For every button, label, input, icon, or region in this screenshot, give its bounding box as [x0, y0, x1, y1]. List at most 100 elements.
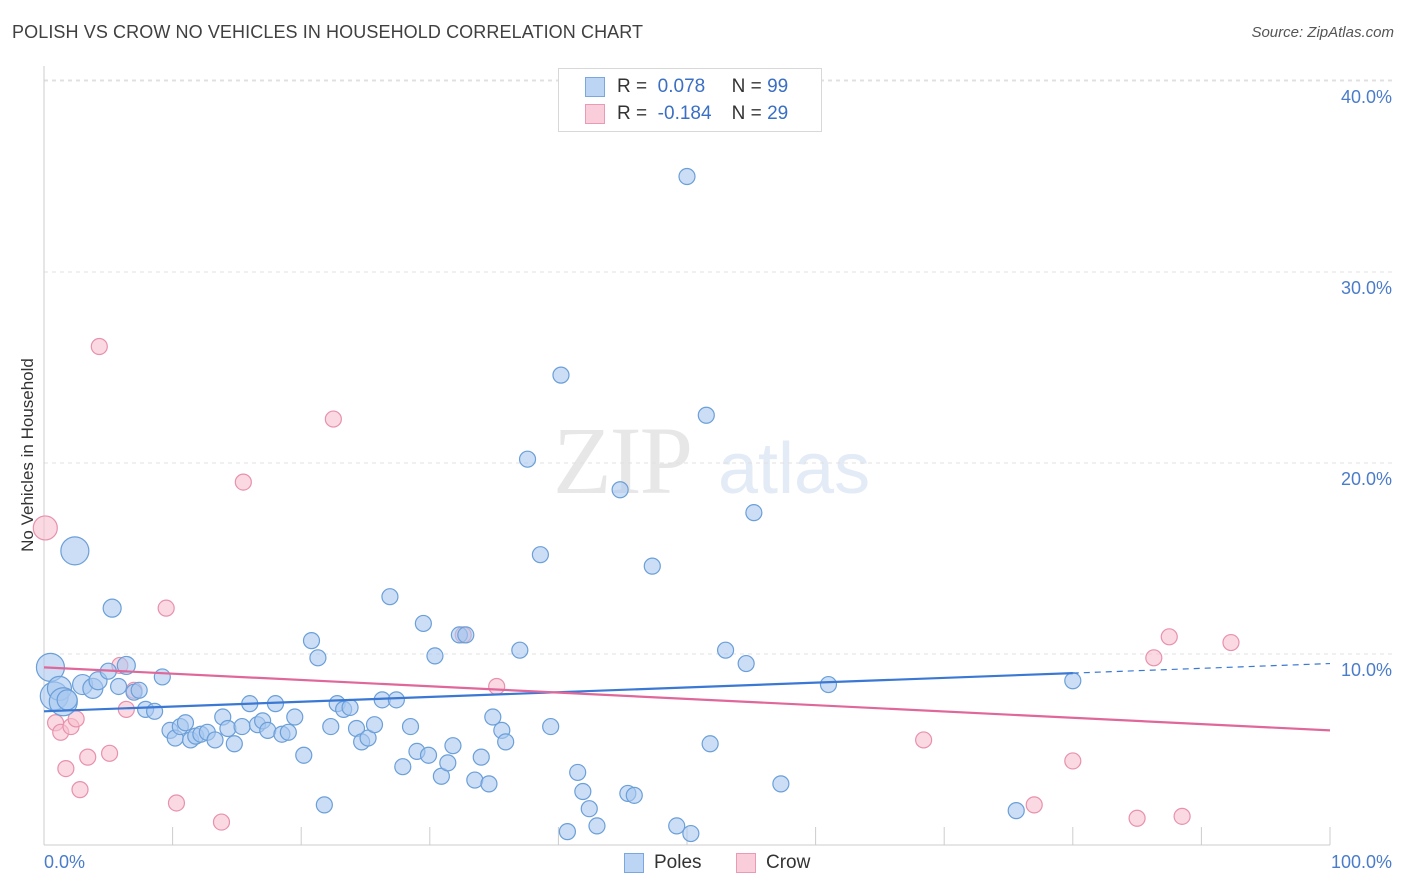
crow-legend-swatch	[736, 853, 756, 873]
poles-point	[737, 654, 755, 673]
y-tick-label-30: 30.0%	[1340, 278, 1392, 298]
legend-r-value-poles: 0.078	[657, 76, 706, 97]
crow-point	[157, 599, 175, 617]
crow-point	[167, 794, 186, 812]
bottom-legend-crow: Crow	[736, 852, 810, 874]
legend-r-label: R =	[617, 103, 648, 124]
poles-point	[322, 717, 340, 736]
poles-point	[511, 641, 529, 659]
crow-point	[324, 410, 342, 428]
crow-point	[212, 813, 231, 831]
poles-point	[315, 796, 333, 814]
poles-point	[286, 708, 304, 726]
y-axis-label: No Vehicles in Household	[18, 358, 37, 552]
crow-point	[79, 748, 97, 766]
legend: R = 0.078 N = 99 R = -0.184 N = 29	[558, 68, 822, 132]
chart-title: POLISH VS CROW NO VEHICLES IN HOUSEHOLD …	[12, 22, 644, 42]
poles-point	[542, 717, 560, 736]
poles-legend-swatch	[624, 853, 644, 873]
poles-point	[668, 817, 686, 835]
poles-point	[611, 481, 629, 499]
crow-point	[1222, 633, 1240, 652]
crow-point	[90, 337, 108, 356]
poles-point	[206, 731, 224, 749]
poles-point	[531, 546, 549, 564]
poles-point	[558, 823, 577, 841]
crow-point	[1173, 807, 1191, 825]
x-tick-label-0: 0.0%	[44, 852, 86, 872]
poles-point	[130, 681, 148, 699]
poles-point	[484, 708, 502, 726]
poles-point	[745, 504, 763, 522]
poles-point	[102, 598, 122, 618]
poles-point	[145, 702, 164, 720]
poles-point	[697, 406, 715, 424]
poles-point	[279, 723, 297, 741]
legend-n-label: N =	[731, 103, 762, 124]
poles-point	[394, 758, 412, 776]
y-tick-label-10: 10.0%	[1340, 660, 1392, 680]
poles-point	[643, 557, 661, 575]
poles-point	[716, 641, 735, 659]
poles-point	[678, 167, 696, 186]
poles-point	[259, 721, 277, 740]
crow-point	[100, 744, 119, 762]
poles-point	[116, 655, 136, 676]
crow-point	[57, 759, 75, 778]
poles-point	[60, 536, 90, 566]
crow-point	[32, 515, 58, 541]
crow-point	[1128, 809, 1146, 827]
crow-swatch	[585, 104, 605, 124]
poles-point	[414, 614, 432, 633]
poles-point	[552, 366, 570, 384]
poles-swatch	[585, 77, 605, 97]
watermark-atlas: atlas	[718, 429, 871, 509]
legend-n-label: N =	[731, 76, 762, 97]
poles-point	[401, 717, 420, 736]
poles-point	[153, 668, 171, 686]
poles-point	[472, 748, 490, 766]
poles-point	[309, 649, 327, 667]
poles-point	[387, 691, 405, 709]
y-tick-label-40: 40.0%	[1340, 87, 1392, 107]
legend-r-label: R =	[617, 76, 648, 97]
poles-point	[176, 714, 195, 732]
poles-legend-label: Poles	[654, 852, 702, 873]
crow-point	[488, 677, 506, 696]
poles-point	[295, 746, 313, 764]
crow-trend-line	[43, 666, 1331, 732]
crow-point	[1160, 628, 1178, 646]
legend-r-value-crow: -0.184	[657, 103, 712, 124]
poles-point	[109, 677, 128, 696]
poles-point	[574, 782, 592, 801]
poles-point	[682, 824, 700, 843]
poles-point	[518, 450, 537, 468]
crow-point	[71, 781, 89, 799]
poles-point	[302, 632, 321, 650]
source-label: Source: ZipAtlas.com	[1251, 24, 1394, 41]
poles-point	[457, 626, 475, 644]
poles-point	[233, 717, 251, 736]
crow-point	[1145, 649, 1163, 667]
legend-n-value-poles: 99	[767, 76, 789, 97]
legend-row-poles: R = 0.078 N = 99	[585, 75, 788, 99]
poles-point	[439, 754, 457, 772]
y-tick-label-20: 20.0%	[1340, 469, 1392, 489]
poles-point	[225, 735, 243, 753]
poles-point	[588, 817, 606, 835]
legend-row-crow: R = -0.184 N = 29	[585, 102, 788, 126]
poles-point	[819, 675, 838, 694]
poles-point	[341, 698, 359, 717]
poles-trend-extension	[1072, 662, 1331, 674]
x-tick-label-100: 100.0%	[1330, 852, 1392, 872]
poles-point	[466, 771, 484, 789]
poles-point	[444, 737, 462, 755]
crow-point	[1064, 752, 1082, 770]
crow-legend-label: Crow	[766, 852, 811, 873]
poles-point	[480, 775, 498, 793]
poles-point	[381, 588, 399, 606]
bottom-legend-poles: Poles	[624, 852, 702, 874]
crow-point	[915, 731, 933, 749]
poles-point	[56, 689, 78, 711]
